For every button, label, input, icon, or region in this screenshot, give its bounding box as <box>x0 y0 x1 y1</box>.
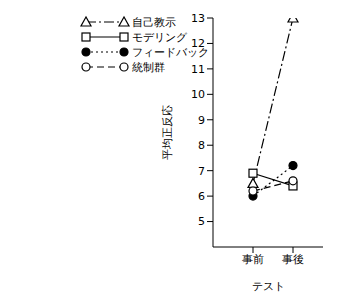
svg-text:6: 6 <box>198 190 205 203</box>
svg-text:フィードバック: フィードバック <box>132 46 209 59</box>
svg-text:11: 11 <box>191 63 205 76</box>
svg-text:自己教示: 自己教示 <box>132 16 176 29</box>
svg-text:事後: 事後 <box>282 253 304 266</box>
svg-text:統制群: 統制群 <box>132 61 165 74</box>
svg-text:モデリング: モデリング <box>132 31 188 44</box>
svg-text:5: 5 <box>198 215 205 228</box>
svg-text:10: 10 <box>191 88 205 101</box>
svg-text:テスト: テスト <box>252 280 285 293</box>
svg-text:平均正反応: 平均正反応 <box>161 105 174 160</box>
svg-text:13: 13 <box>191 12 205 25</box>
svg-text:12: 12 <box>191 37 205 50</box>
svg-text:7: 7 <box>198 165 205 178</box>
svg-text:8: 8 <box>198 139 205 152</box>
svg-text:事前: 事前 <box>242 253 264 266</box>
svg-text:9: 9 <box>198 114 205 127</box>
